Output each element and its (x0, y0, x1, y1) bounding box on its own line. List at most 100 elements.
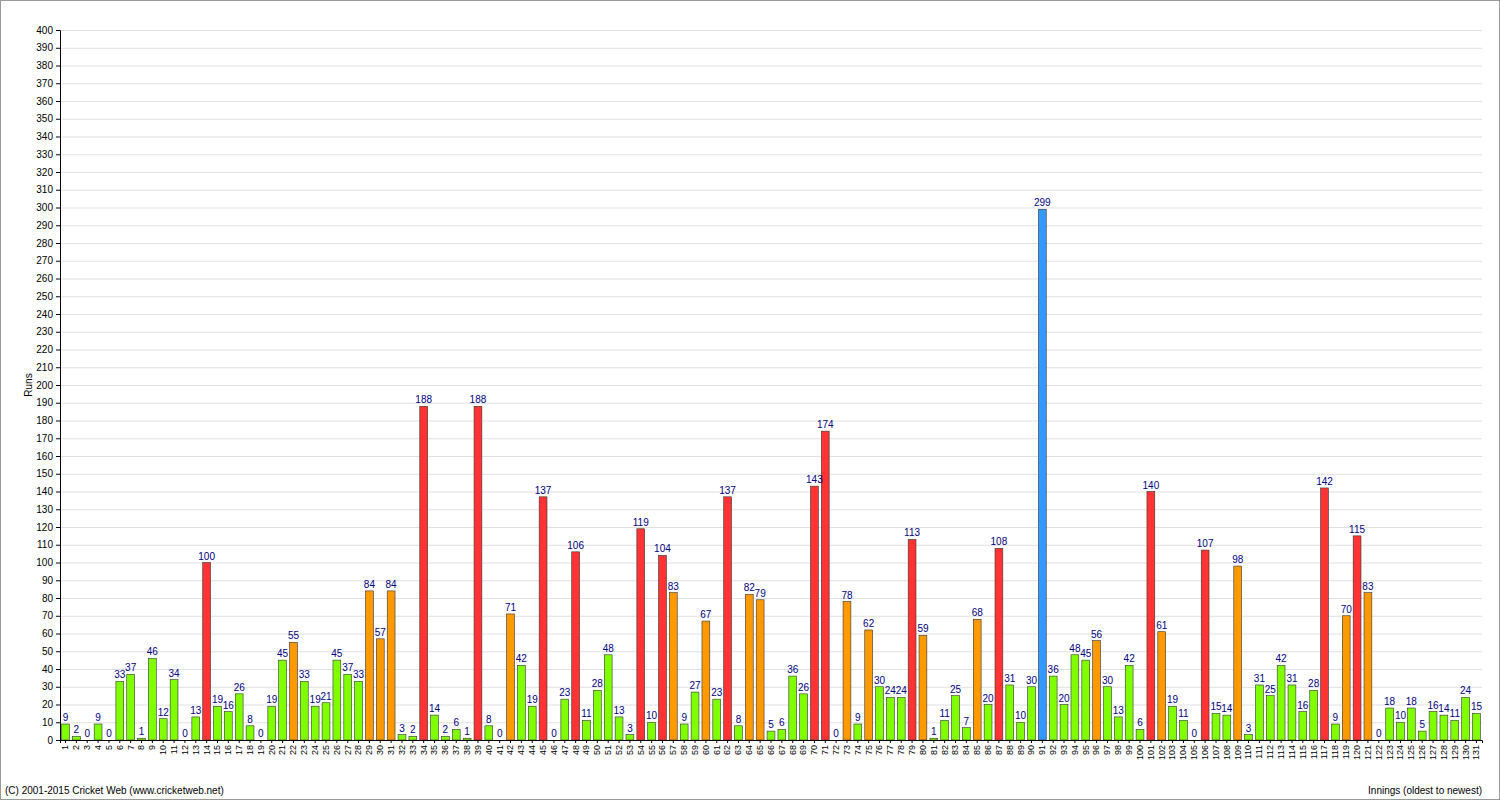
x-tick-mark (944, 740, 945, 743)
x-tick-label: 1 (60, 745, 70, 750)
grid-line (60, 492, 1482, 493)
grid-line (60, 634, 1482, 635)
x-tick-label: 60 (701, 745, 711, 755)
x-tick-mark (890, 740, 891, 743)
data-label: 9 (681, 712, 687, 723)
bar (452, 729, 460, 740)
bar (897, 697, 905, 740)
x-tick-mark (1140, 740, 1141, 743)
data-label: 0 (106, 728, 112, 739)
data-label: 24 (1460, 685, 1472, 696)
x-tick-mark (825, 740, 826, 743)
x-tick-mark (108, 740, 109, 743)
grid (60, 31, 1482, 741)
x-tick-mark (933, 740, 934, 743)
x-tick-label: 130 (1460, 745, 1470, 760)
y-tick: 340 (36, 131, 60, 142)
x-tick-label: 94 (1070, 745, 1080, 755)
grid-line (60, 172, 1482, 173)
bar (854, 724, 862, 740)
bar (637, 529, 645, 740)
bar (170, 680, 178, 740)
x-tick: 45 (538, 740, 548, 755)
x-tick: 28 (353, 740, 363, 755)
x-tick-mark (260, 740, 261, 743)
bar (1038, 209, 1046, 740)
x-tick-mark (1422, 740, 1423, 743)
x-tick-label: 5 (104, 745, 114, 750)
bar (648, 722, 656, 740)
x-tick: 29 (364, 740, 374, 755)
data-label: 45 (1080, 648, 1092, 659)
data-label: 7 (964, 716, 970, 727)
bar (691, 692, 699, 740)
x-tick: 6 (115, 740, 125, 750)
x-tick-label: 57 (668, 745, 678, 755)
data-label: 14 (1438, 703, 1450, 714)
bar (702, 621, 710, 740)
x-tick: 44 (527, 740, 537, 755)
x-tick-label: 56 (657, 745, 667, 755)
bar (441, 736, 449, 740)
bar (626, 735, 634, 740)
x-tick: 71 (820, 740, 830, 755)
x-tick-mark (1367, 740, 1368, 743)
bar (593, 690, 601, 740)
x-tick: 80 (918, 740, 928, 755)
data-label: 10 (1395, 710, 1407, 721)
x-tick-label: 34 (419, 745, 429, 755)
x-tick: 76 (874, 740, 884, 755)
x-tick: 16 (223, 740, 233, 755)
x-tick-mark (586, 740, 587, 743)
x-tick: 100 (1135, 740, 1145, 760)
data-label: 107 (1197, 538, 1214, 549)
x-tick: 21 (277, 740, 287, 755)
x-tick-mark (868, 740, 869, 743)
data-label: 70 (1341, 604, 1353, 615)
x-tick: 22 (288, 740, 298, 755)
x-tick-mark (1454, 740, 1455, 743)
x-tick: 121 (1363, 740, 1373, 760)
y-tick-mark (56, 101, 60, 102)
data-label: 9 (1333, 712, 1339, 723)
x-tick-label: 85 (972, 745, 982, 755)
data-label: 59 (917, 623, 929, 634)
x-tick-label: 112 (1265, 745, 1275, 759)
bar (680, 724, 688, 740)
x-tick: 126 (1417, 740, 1427, 760)
bar (1473, 713, 1481, 740)
bar (83, 740, 91, 741)
x-tick-label: 131 (1471, 745, 1481, 760)
x-tick-mark (738, 740, 739, 743)
x-tick-label: 96 (1091, 745, 1101, 755)
x-tick-label: 29 (364, 745, 374, 755)
bar (246, 726, 254, 740)
x-tick-mark (922, 740, 923, 743)
bar (1017, 722, 1025, 740)
x-tick-label: 83 (950, 745, 960, 755)
grid-line (60, 367, 1482, 368)
x-tick: 92 (1048, 740, 1058, 755)
y-tick-mark (56, 580, 60, 581)
x-tick: 77 (885, 740, 895, 755)
data-label: 9 (63, 712, 69, 723)
bar (767, 731, 775, 740)
x-tick: 98 (1113, 740, 1123, 755)
bar (62, 724, 70, 740)
data-label: 11 (939, 708, 950, 719)
y-tick-label: 40 (42, 664, 54, 675)
data-label: 6 (1137, 717, 1143, 728)
x-tick-label: 18 (245, 745, 255, 755)
x-tick-mark (1172, 740, 1173, 743)
x-tick-mark (553, 740, 554, 743)
y-tick-label: 270 (36, 255, 53, 266)
x-tick: 129 (1450, 740, 1460, 760)
x-tick: 14 (202, 740, 212, 755)
y-tick: 140 (36, 486, 60, 497)
x-tick: 66 (766, 740, 776, 755)
y-tick-label: 20 (42, 699, 54, 710)
y-tick-mark (56, 83, 60, 84)
y-tick: 110 (37, 539, 60, 550)
data-label: 19 (212, 694, 224, 705)
x-tick-mark (1096, 740, 1097, 743)
